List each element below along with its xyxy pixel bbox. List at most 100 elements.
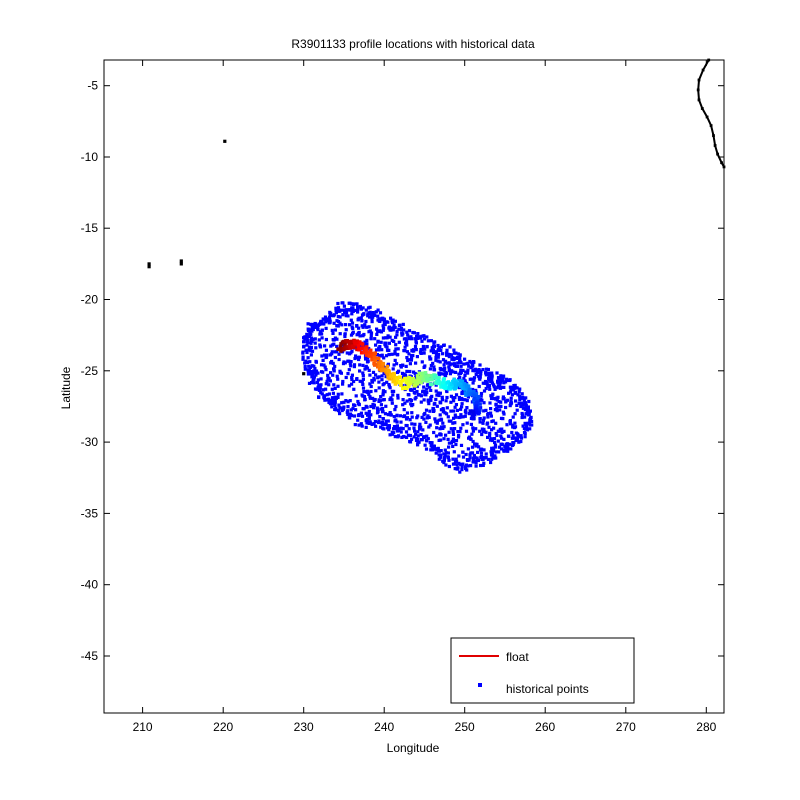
historical-point — [465, 406, 469, 410]
historical-point — [344, 375, 348, 380]
historical-point — [482, 389, 487, 393]
historical-point — [361, 371, 365, 375]
historical-point — [524, 424, 528, 428]
historical-point — [399, 426, 403, 430]
historical-point — [323, 398, 327, 402]
historical-point — [365, 366, 370, 370]
historical-point — [364, 364, 368, 368]
historical-point — [307, 364, 311, 368]
coastline-point — [713, 144, 717, 147]
historical-point — [465, 421, 469, 425]
historical-point — [350, 321, 355, 325]
historical-point — [409, 354, 414, 358]
historical-point — [471, 369, 475, 373]
historical-point — [406, 333, 410, 337]
float-point — [462, 382, 467, 386]
float-point — [386, 371, 390, 376]
historical-point — [481, 456, 485, 460]
historical-point — [344, 314, 348, 318]
historical-point — [313, 325, 317, 329]
float-point — [472, 416, 476, 421]
historical-point — [446, 451, 450, 455]
historical-point — [314, 369, 319, 373]
historical-point — [504, 399, 508, 403]
historical-point — [424, 420, 428, 424]
historical-point — [496, 404, 501, 408]
historical-point — [490, 457, 494, 461]
historical-point — [486, 415, 490, 419]
coastline-point — [700, 107, 704, 110]
historical-point — [393, 319, 397, 323]
historical-point — [372, 403, 376, 407]
historical-point-isolated — [223, 139, 227, 143]
historical-point — [346, 400, 350, 404]
historical-point — [474, 372, 478, 376]
float-point — [345, 345, 350, 349]
float-point — [339, 347, 343, 352]
historical-point — [518, 394, 522, 398]
historical-point — [431, 409, 436, 413]
historical-point — [484, 373, 488, 377]
historical-point — [398, 414, 402, 418]
coastline-point — [705, 115, 709, 119]
historical-point — [366, 314, 370, 318]
historical-point — [470, 445, 475, 449]
float-point — [398, 375, 402, 379]
historical-point — [487, 425, 491, 429]
historical-point — [509, 447, 513, 451]
historical-point — [509, 396, 513, 400]
historical-points — [147, 139, 534, 474]
historical-point — [477, 384, 481, 389]
historical-point — [401, 363, 405, 367]
historical-point — [333, 386, 337, 390]
historical-point — [384, 336, 388, 340]
historical-point — [422, 334, 426, 338]
historical-point — [401, 403, 405, 407]
historical-point — [370, 317, 374, 321]
historical-point — [358, 363, 362, 367]
y-tick-label: -40 — [81, 578, 99, 592]
historical-point — [329, 361, 333, 365]
float-point — [458, 378, 463, 383]
historical-point — [448, 353, 452, 357]
historical-point — [489, 411, 493, 415]
historical-point — [477, 376, 481, 380]
float-point — [345, 339, 349, 343]
historical-point — [414, 376, 418, 380]
historical-point — [484, 386, 488, 391]
historical-point — [455, 355, 459, 359]
historical-point — [472, 376, 477, 380]
historical-point — [504, 380, 508, 384]
historical-point — [528, 427, 532, 431]
historical-point — [471, 381, 475, 385]
historical-point — [368, 395, 372, 399]
historical-point — [454, 403, 458, 407]
historical-point — [323, 344, 327, 348]
historical-point — [316, 378, 320, 382]
historical-point — [368, 420, 372, 424]
historical-point — [449, 409, 453, 413]
historical-point — [343, 333, 347, 337]
historical-point — [517, 440, 521, 444]
historical-point — [438, 433, 442, 437]
historical-point — [468, 359, 472, 364]
historical-point — [368, 382, 372, 386]
historical-point — [333, 403, 337, 407]
historical-point — [327, 321, 331, 325]
historical-point — [451, 444, 455, 448]
historical-point — [404, 341, 408, 345]
historical-point — [303, 361, 307, 365]
float-point — [474, 408, 479, 412]
historical-point — [374, 389, 378, 393]
historical-point — [469, 451, 473, 455]
historical-point — [453, 462, 457, 466]
legend-historical-label: historical points — [506, 682, 589, 696]
historical-point — [481, 421, 485, 425]
float-point — [343, 341, 347, 346]
historical-point — [434, 397, 438, 401]
historical-point — [476, 458, 480, 463]
float-point — [342, 339, 346, 344]
historical-point — [471, 363, 475, 367]
float-point — [472, 390, 476, 394]
historical-point — [496, 376, 501, 380]
